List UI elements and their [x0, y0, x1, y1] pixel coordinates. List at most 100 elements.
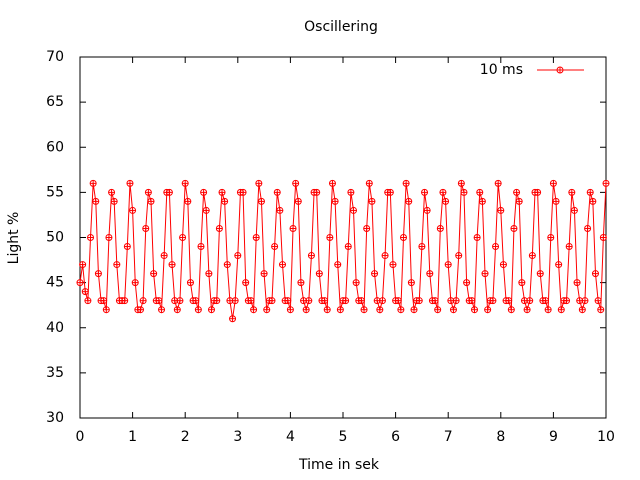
- data-point: [449, 306, 457, 314]
- data-point: [460, 188, 468, 196]
- data-point: [434, 306, 442, 314]
- data-point: [87, 234, 95, 241]
- data-point: [194, 306, 202, 314]
- plot-border: [79, 56, 607, 419]
- data-point: [584, 224, 592, 232]
- data-point: [570, 206, 578, 214]
- data-point: [79, 261, 87, 269]
- data-point: [200, 188, 208, 196]
- data-point: [418, 243, 426, 251]
- x-tick-label: 4: [286, 429, 295, 445]
- data-point: [181, 179, 189, 187]
- data-point: [376, 306, 384, 314]
- data-point: [229, 315, 237, 323]
- data-point: [297, 279, 305, 287]
- data-point: [81, 288, 89, 296]
- chart-title: Oscillering: [304, 19, 378, 35]
- y-tick-label: 70: [46, 49, 64, 65]
- data-point: [273, 188, 281, 196]
- data-point: [484, 306, 492, 314]
- data-point: [105, 234, 113, 241]
- data-point: [336, 306, 344, 314]
- data-point: [305, 297, 313, 305]
- data-point: [155, 297, 163, 305]
- data-point: [463, 279, 471, 287]
- data-point: [260, 270, 268, 278]
- data-point: [139, 297, 147, 305]
- data-point: [197, 243, 205, 251]
- data-point: [173, 306, 181, 314]
- data-point: [528, 252, 536, 260]
- data-point: [89, 179, 97, 187]
- y-tick-label: 45: [46, 275, 64, 291]
- data-point: [381, 252, 389, 260]
- data-point: [492, 243, 500, 251]
- data-point: [234, 252, 242, 260]
- x-tick-label: 0: [76, 429, 85, 445]
- data-point: [513, 188, 521, 196]
- data-point: [84, 297, 92, 305]
- data-point: [326, 234, 334, 241]
- data-point: [192, 297, 200, 305]
- x-axis-label: Time in sek: [298, 457, 380, 473]
- data-point: [213, 297, 221, 305]
- data-point: [110, 197, 118, 205]
- data-point: [252, 234, 260, 241]
- data-point: [76, 279, 84, 287]
- data-point: [426, 270, 434, 278]
- data-point: [363, 224, 371, 232]
- data-point: [547, 234, 555, 241]
- data-point: [589, 197, 597, 205]
- data-point: [536, 270, 544, 278]
- data-point: [202, 206, 210, 214]
- data-point: [581, 297, 589, 305]
- data-point: [526, 297, 534, 305]
- legend-marker: [556, 66, 564, 74]
- data-point: [578, 306, 586, 314]
- x-tick-label: 3: [233, 429, 242, 445]
- data-point: [250, 306, 258, 314]
- y-tick-label: 35: [46, 365, 64, 381]
- data-point: [315, 270, 323, 278]
- data-point: [594, 297, 602, 305]
- data-point: [497, 206, 505, 214]
- data-point: [142, 224, 150, 232]
- data-point: [208, 306, 215, 314]
- x-tick-label: 6: [391, 429, 400, 445]
- data-point: [147, 197, 155, 205]
- data-point: [471, 306, 478, 314]
- data-point: [597, 306, 605, 314]
- data-point: [405, 197, 413, 205]
- data-point: [399, 234, 407, 241]
- data-point: [331, 197, 339, 205]
- data-point: [102, 306, 110, 314]
- data-point: [415, 297, 423, 305]
- data-point: [158, 306, 166, 314]
- data-point: [542, 297, 550, 305]
- data-point: [184, 197, 192, 205]
- data-point: [131, 279, 139, 287]
- data-point: [378, 297, 386, 305]
- data-point: [444, 261, 452, 269]
- data-point: [321, 297, 329, 305]
- data-point: [534, 188, 542, 196]
- data-point: [328, 179, 336, 187]
- data-point: [565, 243, 573, 251]
- data-point: [478, 197, 486, 205]
- data-point: [292, 179, 300, 187]
- data-point: [360, 306, 368, 314]
- data-point: [255, 179, 263, 187]
- data-point: [179, 234, 187, 241]
- data-point: [410, 306, 418, 314]
- data-point: [481, 270, 489, 278]
- y-tick-label: 40: [46, 320, 64, 336]
- data-point: [457, 179, 465, 187]
- data-point: [599, 234, 607, 241]
- data-point: [205, 270, 213, 278]
- data-point: [323, 306, 331, 314]
- data-point: [257, 197, 265, 205]
- data-point: [568, 188, 576, 196]
- y-tick-label: 60: [46, 139, 64, 155]
- y-tick-label: 65: [46, 94, 64, 110]
